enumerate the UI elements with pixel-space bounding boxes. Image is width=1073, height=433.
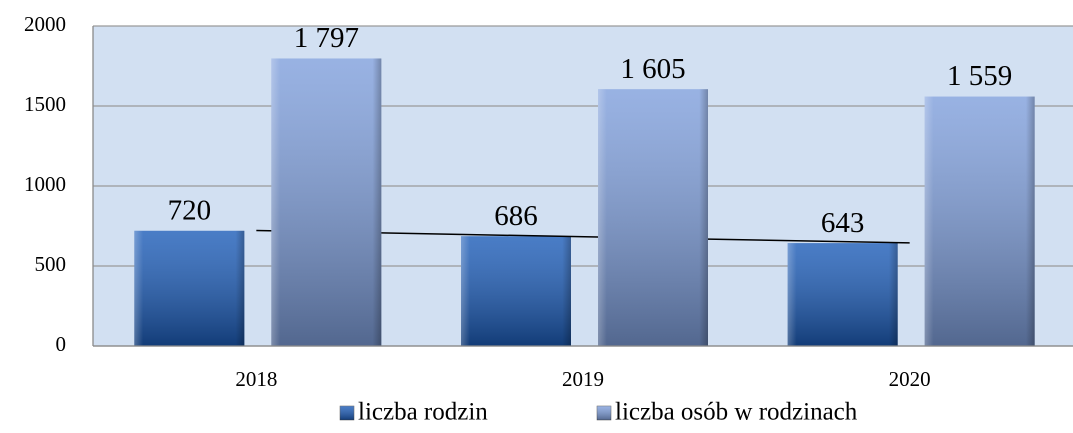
x-tick-label: 2020 bbox=[889, 367, 931, 391]
bar-edge bbox=[134, 230, 245, 346]
x-tick-label: 2019 bbox=[562, 367, 604, 391]
y-tick-label: 1000 bbox=[24, 172, 66, 196]
legend-label: liczba osób w rodzinach bbox=[615, 399, 858, 426]
data-label: 686 bbox=[494, 200, 538, 232]
bar-edge bbox=[924, 96, 1035, 346]
data-label: 643 bbox=[821, 207, 865, 239]
data-label: 720 bbox=[168, 194, 212, 226]
data-label: 1 605 bbox=[620, 53, 685, 85]
y-tick-label: 500 bbox=[35, 252, 67, 276]
legend-swatch-shade bbox=[597, 406, 611, 420]
y-tick-label: 1500 bbox=[24, 92, 66, 116]
data-label: 1 797 bbox=[294, 22, 359, 54]
y-tick-label: 2000 bbox=[24, 12, 66, 36]
bar-edge bbox=[271, 58, 382, 346]
legend-swatch-shade bbox=[340, 406, 354, 420]
bar-edge bbox=[787, 243, 898, 346]
bar-edge bbox=[461, 236, 571, 346]
legend-label: liczba rodzin bbox=[358, 399, 488, 426]
x-tick-label: 2018 bbox=[235, 367, 277, 391]
bar-edge bbox=[598, 89, 708, 346]
y-tick-label: 0 bbox=[56, 332, 67, 356]
data-label: 1 559 bbox=[947, 60, 1012, 92]
